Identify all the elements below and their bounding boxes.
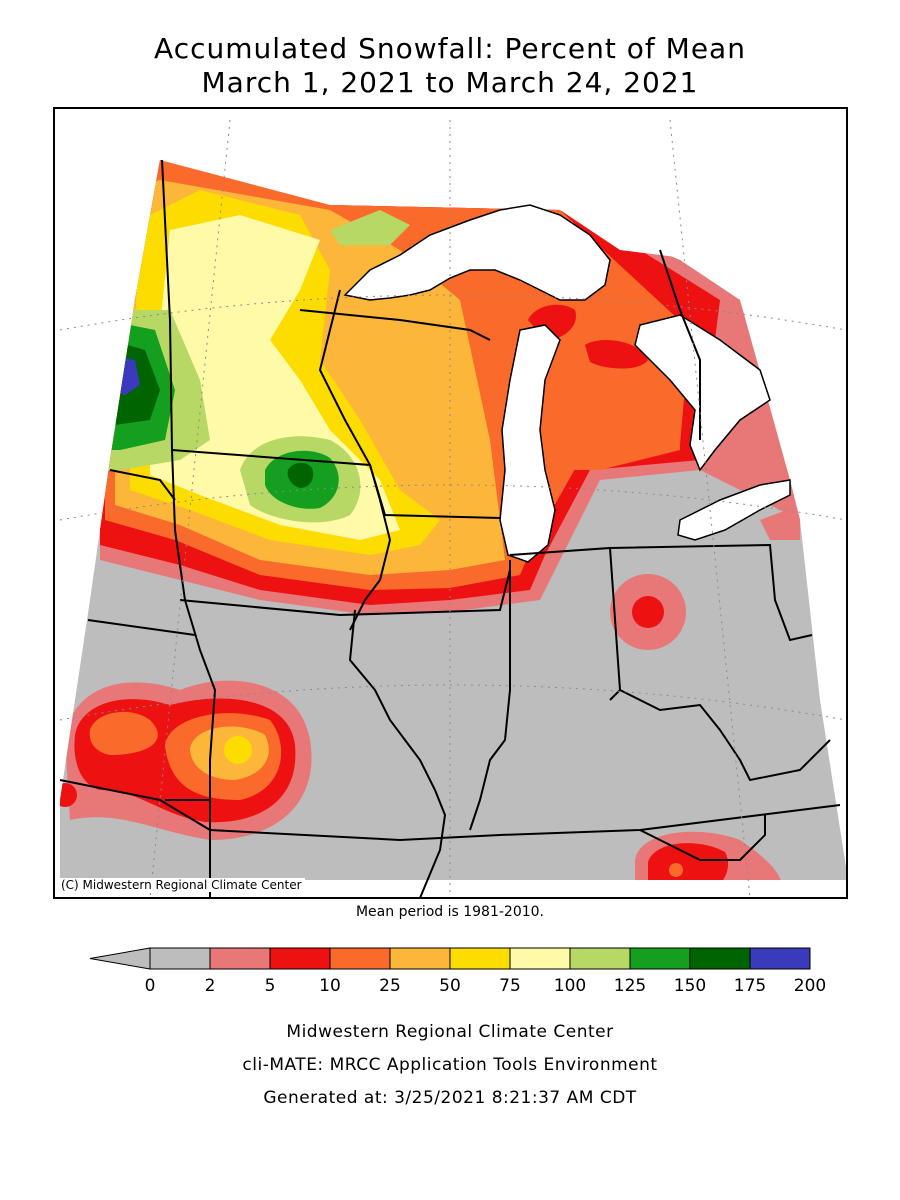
footer-tool: cli-MATE: MRCC Application Tools Environ… [242, 1055, 658, 1075]
canada-land-north [160, 110, 846, 300]
legend-tick-label: 200 [793, 976, 827, 996]
legend-tick-label: 50 [439, 976, 461, 996]
legend-colorbar [89, 947, 811, 970]
contour-2-5-ohio-ne [760, 505, 800, 540]
mean-period-note: Mean period is 1981-2010. [355, 904, 545, 920]
lake-huron [634, 314, 771, 472]
legend-swatch [329, 947, 391, 970]
map-title: Accumulated Snowfall: Percent of Mean [154, 32, 746, 65]
contour-5-10-upper-michigan [585, 340, 648, 369]
legend-swatch [149, 947, 211, 970]
legend-swatch [269, 947, 331, 970]
footer-generated: Generated at: 3/25/2021 8:21:37 AM CDT [263, 1088, 637, 1108]
state-boundaries [59, 159, 841, 898]
lake-superior [343, 204, 611, 301]
legend-tick-label: 25 [379, 976, 401, 996]
legend-swatch [389, 947, 451, 970]
legend-swatch [449, 947, 511, 970]
legend-swatch [689, 947, 751, 970]
legend-tick-label: 100 [553, 976, 587, 996]
contour-5-10-west-edge [60, 783, 77, 807]
legend-tick-label: 0 [144, 976, 156, 996]
contour-100-125-lake-superior-shore [330, 210, 410, 245]
legend-tick-label: 175 [733, 976, 767, 996]
map-frame [53, 107, 848, 899]
legend-swatch [509, 947, 571, 970]
legend-swatch [209, 947, 271, 970]
contour-5-10-indiana [632, 596, 664, 628]
contour-5-10-tennessee [648, 843, 729, 880]
footer-org: Midwestern Regional Climate Center [286, 1022, 614, 1042]
legend-underflow-arrow [89, 947, 151, 970]
legend-tick-label: 150 [673, 976, 707, 996]
copyright-label: (C) Midwestern Regional Climate Center [58, 878, 305, 892]
graticule [59, 119, 847, 898]
legend-tick-label: 2 [204, 976, 216, 996]
legend-tick-label: 5 [264, 976, 276, 996]
legend-swatch [749, 947, 811, 970]
contour-10-25-tennessee [669, 863, 683, 877]
map-date-range: March 1, 2021 to March 24, 2021 [201, 66, 699, 99]
legend-tick-label: 125 [613, 976, 647, 996]
lake-erie [677, 479, 791, 541]
legend-swatch [629, 947, 691, 970]
contour-10-25-south-west [89, 711, 158, 755]
legend-tick-label: 10 [319, 976, 341, 996]
legend-swatch [569, 947, 631, 970]
contour-50-75-missouri [224, 736, 252, 764]
lake-michigan [499, 324, 561, 563]
contour-150-175-minnesota [287, 462, 314, 488]
legend-tick-label: 75 [499, 976, 521, 996]
